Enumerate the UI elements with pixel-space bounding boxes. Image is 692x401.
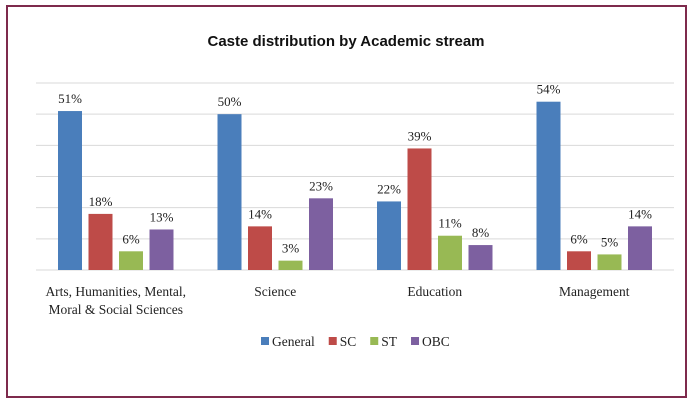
legend-label-sc: SC: [340, 334, 357, 349]
data-label: 14%: [628, 206, 652, 221]
bar-general: [536, 101, 561, 270]
category-label: Moral & Social Sciences: [48, 302, 183, 317]
legend-swatch: [261, 337, 269, 345]
data-label: 6%: [570, 231, 588, 246]
bar-st: [278, 260, 303, 270]
data-label: 6%: [122, 231, 140, 246]
legend-swatch: [370, 337, 379, 345]
legend-swatch: [328, 337, 337, 345]
bar-general: [377, 201, 401, 270]
category-label: Management: [559, 284, 630, 299]
bar-sc: [407, 148, 432, 270]
data-label: 5%: [601, 234, 619, 249]
category-label: Science: [254, 284, 296, 299]
legend-swatch: [411, 337, 420, 345]
bar-obc: [149, 229, 174, 270]
bar-obc: [468, 245, 493, 270]
data-label: 14%: [248, 206, 272, 221]
bar-sc: [567, 251, 591, 270]
legend-label-st: ST: [381, 334, 398, 349]
data-label: 51%: [58, 91, 82, 106]
bar-st: [119, 251, 143, 270]
data-label: 54%: [537, 82, 561, 97]
bar-st: [597, 254, 622, 270]
category-label: Arts, Humanities, Mental,: [45, 284, 186, 299]
chart-frame: [6, 5, 687, 398]
legend-label-general: General: [272, 334, 315, 349]
bar-obc: [628, 226, 652, 270]
bar-sc: [88, 213, 113, 270]
bar-general: [58, 111, 82, 270]
data-label: 18%: [89, 194, 113, 209]
legend-label-obc: OBC: [422, 334, 450, 349]
bar-sc: [248, 226, 272, 270]
chart-title: Caste distribution by Academic stream: [207, 33, 485, 50]
data-label: 8%: [472, 225, 490, 240]
data-label: 13%: [150, 209, 174, 224]
data-label: 11%: [438, 216, 462, 231]
data-label: 3%: [282, 241, 300, 256]
category-label: Education: [407, 284, 462, 299]
bar-general: [217, 114, 242, 271]
bar-st: [438, 235, 462, 270]
data-label: 23%: [309, 178, 333, 193]
data-label: 50%: [218, 94, 242, 109]
bar-obc: [309, 198, 333, 270]
data-label: 22%: [377, 181, 401, 196]
data-label: 39%: [408, 128, 432, 143]
